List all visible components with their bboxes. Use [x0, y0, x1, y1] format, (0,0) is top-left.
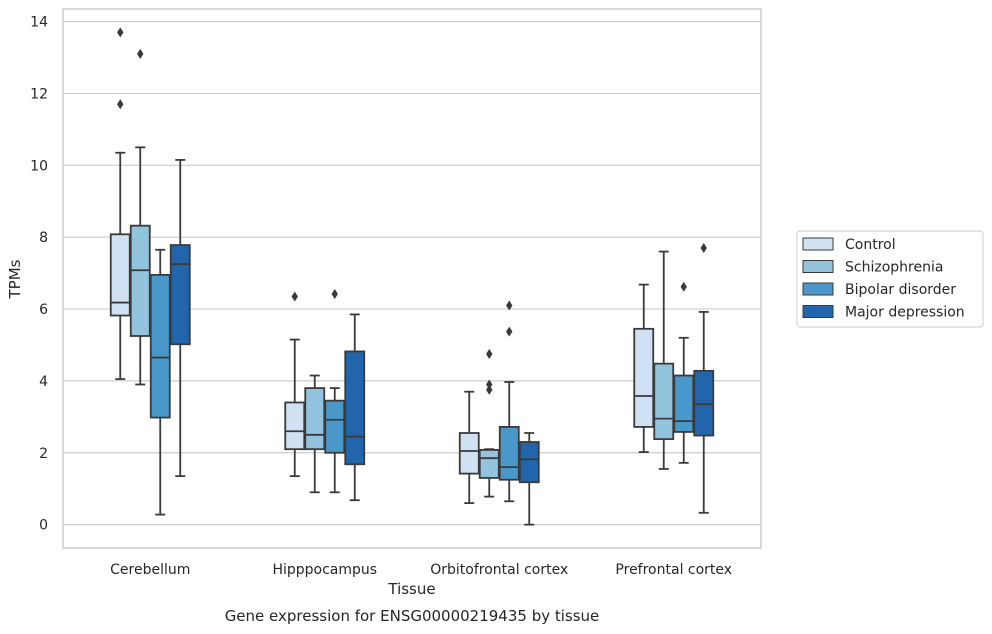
y-tick-label: 2	[39, 446, 48, 462]
outlier-point	[506, 326, 513, 337]
y-tick-label: 6	[39, 302, 48, 318]
outlier-point	[137, 48, 144, 59]
box-schizophrenia	[653, 250, 675, 470]
legend-label: Major depression	[845, 305, 965, 321]
box-bipolar-disorder	[498, 300, 520, 503]
box-body	[673, 374, 695, 433]
x-tick-label: Cerebellum	[110, 562, 190, 578]
outlier-point	[291, 291, 298, 302]
box-control	[458, 390, 480, 504]
outlier-point	[117, 27, 124, 38]
outlier-point	[486, 348, 493, 359]
y-tick-labels: 0 2 4 6 8 10 12 14	[30, 15, 48, 534]
legend-label: Bipolar disorder	[845, 282, 956, 298]
box-body	[344, 350, 366, 466]
box-body	[458, 432, 480, 475]
box-schizophrenia	[478, 348, 500, 498]
box-major-depression	[344, 313, 366, 502]
box-body	[693, 369, 715, 437]
box-body	[653, 362, 675, 441]
outlier-point	[680, 281, 687, 292]
box-body	[478, 449, 500, 479]
box-body	[633, 327, 655, 428]
legend-frame	[796, 230, 984, 328]
box-major-depression	[169, 159, 191, 478]
box-body	[149, 274, 171, 419]
legend-label: Control	[845, 237, 896, 253]
x-tick-labels: Cerebellum Hipppocampus Orbitofrontal cort…	[110, 562, 732, 578]
y-tick-label: 14	[30, 15, 48, 31]
outlier-point	[117, 99, 124, 110]
y-tick-label: 4	[39, 374, 48, 390]
box-body	[304, 387, 326, 451]
x-tick-label: Prefrontal cortex	[615, 562, 732, 578]
y-tick-label: 8	[39, 230, 48, 246]
legend-swatch	[802, 305, 834, 318]
legend-swatch	[802, 282, 834, 296]
box-body	[324, 399, 346, 454]
x-tick-label: Orbitofrontal cortex	[430, 562, 568, 578]
chart-caption: Gene expression for ENSG00000219435 by t…	[225, 607, 600, 625]
box-schizophrenia	[304, 374, 326, 494]
box-body	[518, 441, 540, 484]
box-body	[169, 244, 191, 346]
box-body	[109, 233, 131, 317]
legend-swatch	[802, 237, 834, 251]
box-bipolar-disorder	[673, 281, 695, 464]
box-bipolar-disorder	[324, 288, 346, 494]
legend-label: Schizophrenia	[845, 260, 943, 276]
outlier-point	[331, 288, 338, 299]
box-control	[284, 291, 306, 478]
y-axis-label: TPMs	[6, 259, 24, 299]
x-axis-label: Tissue	[387, 580, 435, 598]
y-tick-label: 12	[30, 86, 48, 102]
box-body	[284, 401, 306, 451]
box-schizophrenia	[129, 48, 151, 386]
x-tick-label: Hipppocampus	[272, 562, 377, 578]
box-major-depression	[518, 432, 540, 526]
plot-frame	[62, 8, 762, 549]
box-bipolar-disorder	[149, 248, 171, 516]
outlier-point	[486, 384, 493, 395]
y-tick-label: 0	[39, 518, 48, 534]
legend: Control Schizophrenia Bipolar disorder Majo…	[796, 230, 984, 328]
outlier-point	[506, 300, 513, 311]
y-tick-label: 10	[30, 158, 48, 174]
boxes-layer	[109, 27, 715, 526]
outlier-point	[486, 379, 493, 390]
box-body	[129, 224, 151, 337]
box-control	[109, 27, 131, 381]
box-major-depression	[693, 242, 715, 514]
legend-swatch	[802, 260, 834, 273]
box-control	[633, 283, 655, 453]
outlier-point	[700, 242, 707, 253]
box-body	[498, 426, 520, 481]
